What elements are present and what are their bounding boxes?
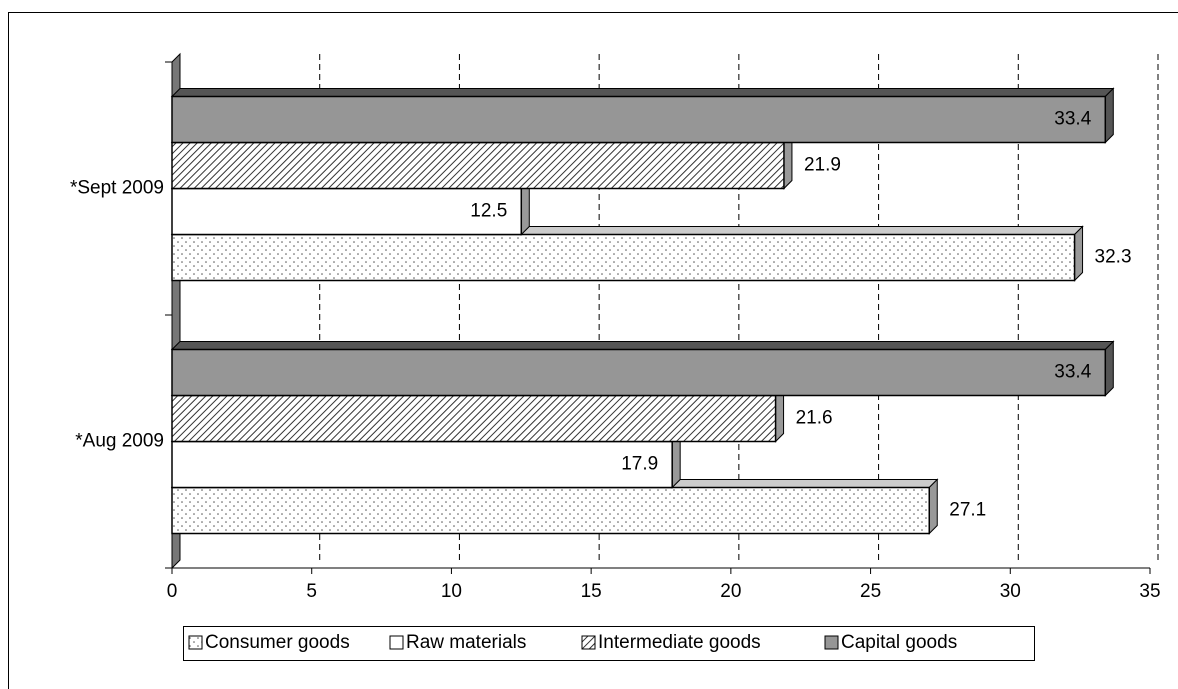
bar-top [170, 88, 1115, 97]
bar-front [171, 141, 785, 190]
bar-side [1074, 225, 1084, 282]
bar-front [171, 394, 777, 443]
value-label: 17.9 [621, 454, 658, 475]
bar [170, 87, 1115, 144]
bar-side [1104, 340, 1114, 397]
bar-top [170, 341, 1115, 350]
bar-front [171, 348, 1107, 397]
legend-swatch [581, 635, 596, 650]
bar [170, 340, 1115, 397]
bar-front [171, 440, 673, 489]
x-tick-label: 25 [860, 581, 881, 602]
legend-label: Capital goods [841, 632, 957, 653]
legend-swatch [188, 635, 203, 650]
value-label: 27.1 [949, 500, 986, 521]
value-label: 21.6 [796, 408, 833, 429]
bar-front [171, 95, 1107, 144]
value-label: 32.3 [1095, 247, 1132, 268]
legend-label: Raw materials [406, 632, 526, 653]
bar-front [171, 233, 1076, 282]
bar-side [928, 478, 938, 535]
x-tick-label: 5 [306, 581, 317, 602]
value-label: 33.4 [1054, 362, 1091, 383]
x-tick-label: 10 [441, 581, 462, 602]
x-tick-label: 35 [1139, 581, 1160, 602]
x-tick-label: 15 [581, 581, 602, 602]
legend-label: Consumer goods [205, 632, 350, 653]
frame [8, 12, 1178, 689]
legend-swatch [824, 635, 839, 650]
x-tick-label: 30 [1000, 581, 1021, 602]
legend-label: Intermediate goods [598, 632, 761, 653]
value-label: 12.5 [470, 201, 507, 222]
y-tick-label: *Sept 2009 [70, 178, 164, 199]
bar-front [171, 486, 931, 535]
x-tick-label: 0 [167, 581, 178, 602]
value-label: 21.9 [804, 155, 841, 176]
y-tick-label: *Aug 2009 [75, 431, 164, 452]
bar-front [171, 187, 523, 236]
bar-side [1104, 87, 1114, 144]
x-tick-label: 20 [720, 581, 741, 602]
legend-swatch [389, 635, 404, 650]
bar [170, 225, 1084, 282]
value-label: 33.4 [1054, 109, 1091, 130]
legend-box [183, 626, 1035, 661]
